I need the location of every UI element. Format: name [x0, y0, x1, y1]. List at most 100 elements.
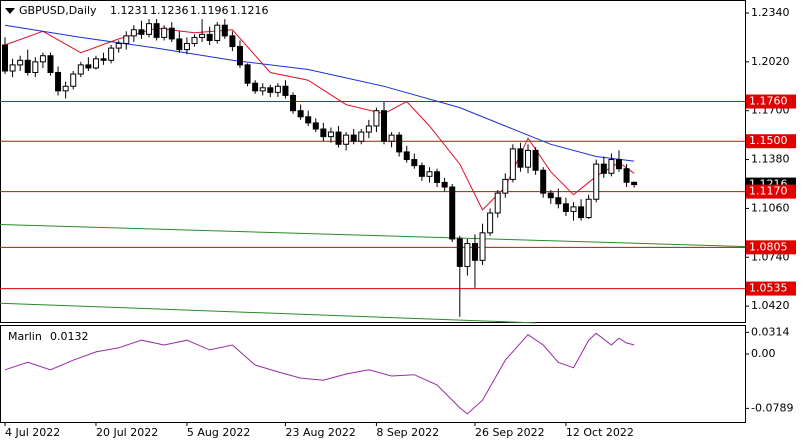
header-open: 1.1231	[110, 4, 149, 17]
candle-body	[244, 64, 251, 84]
candle-body	[555, 197, 562, 205]
candle-body	[403, 151, 410, 161]
y-tick-label: 1.2020	[751, 55, 790, 68]
overlay-line	[4, 24, 635, 162]
candle-body	[138, 29, 145, 35]
candle-body	[17, 59, 24, 66]
candle-body	[39, 55, 46, 63]
candle-body	[183, 43, 190, 51]
candle-body	[388, 134, 395, 142]
candle-body	[259, 87, 266, 92]
candle-body	[2, 44, 8, 72]
candle-body	[449, 186, 456, 240]
candle-body	[176, 38, 183, 51]
level-label: 1.1760	[749, 95, 788, 108]
indicator-panel-frame	[0, 325, 746, 423]
candle-body	[593, 163, 600, 200]
candle-body	[77, 64, 84, 75]
candle-body	[252, 82, 259, 92]
candle-body	[32, 61, 39, 74]
indicator-y-tick-label: -0.0789	[751, 401, 793, 414]
candle-body	[153, 23, 160, 38]
candle-body	[562, 203, 569, 212]
indicator-title: Marlin	[8, 330, 42, 343]
candle-body	[509, 148, 516, 180]
chart-title: GBPUSD,Daily	[19, 4, 97, 17]
candle-body	[335, 131, 342, 145]
candle-body	[471, 243, 478, 261]
header-high: 1.1236	[150, 4, 189, 17]
overlay-line	[0, 302, 536, 324]
candle-body	[350, 134, 357, 142]
candle-body	[373, 110, 380, 127]
x-tick-label: 23 Aug 2022	[285, 426, 355, 439]
candle-body	[494, 192, 501, 214]
level-box	[746, 281, 796, 296]
candle-body	[532, 149, 539, 171]
candle-body	[100, 58, 107, 61]
candle-body	[631, 181, 638, 186]
candle-body	[411, 159, 418, 167]
candle-body	[570, 206, 577, 212]
candle-body	[214, 24, 221, 41]
candle-body	[396, 134, 403, 153]
candle-body	[487, 212, 494, 234]
candle-body	[191, 36, 198, 45]
candle-body	[199, 33, 206, 38]
overlay-line	[4, 27, 635, 211]
candle-body	[381, 110, 387, 142]
x-tick-label: 5 Aug 2022	[187, 426, 250, 439]
candle-body	[358, 131, 365, 142]
y-tick-label: 1.2340	[751, 6, 790, 19]
level-label: 1.0805	[749, 240, 788, 253]
main-panel-frame	[0, 0, 746, 323]
candle-body	[108, 47, 115, 61]
overlay-line	[0, 223, 748, 248]
x-tick-label: 20 Jul 2022	[96, 426, 158, 439]
candle-body	[130, 29, 137, 37]
x-tick-label: 26 Sep 2022	[475, 426, 545, 439]
level-label: 1.1500	[749, 134, 788, 147]
candle-body	[24, 59, 31, 74]
candle-body	[547, 192, 554, 199]
indicator-y-tick-label: 0.00	[751, 347, 776, 360]
header-low: 1.1196	[190, 4, 229, 17]
level-label: 1.0535	[749, 282, 788, 295]
x-tick-label: 8 Sep 2022	[376, 426, 439, 439]
candle-body	[9, 64, 16, 72]
candle-body	[502, 178, 509, 194]
y-tick-label: 1.0420	[751, 299, 790, 312]
candle-body	[525, 149, 532, 168]
candle-body	[221, 24, 228, 37]
level-label: 1.1170	[749, 185, 788, 198]
candle-body	[312, 122, 319, 130]
candle-body	[115, 43, 122, 49]
candle-body	[623, 168, 630, 183]
candle-body	[168, 27, 175, 40]
candle-body	[343, 134, 350, 145]
candle-body	[274, 85, 281, 93]
candle-body	[365, 125, 372, 133]
candle-body	[62, 85, 69, 92]
candle-body	[47, 55, 54, 74]
menu-arrow[interactable]	[5, 8, 15, 14]
candle-body	[327, 131, 334, 138]
candle-body	[297, 110, 304, 118]
level-box	[746, 134, 796, 149]
candle-body	[479, 232, 486, 261]
candle-body	[426, 171, 433, 177]
candle-body	[146, 23, 153, 35]
candle-body	[456, 238, 463, 267]
candle-body	[290, 94, 297, 112]
indicator-value: 0.0132	[50, 330, 89, 343]
candle-body	[585, 198, 592, 219]
level-box	[746, 240, 796, 255]
candle-body	[540, 169, 547, 194]
candle-body	[600, 163, 607, 174]
candle-body	[267, 87, 274, 93]
level-box	[746, 94, 796, 109]
candle-body	[236, 46, 243, 66]
candle-body	[92, 58, 99, 69]
indicator-line	[4, 332, 635, 415]
